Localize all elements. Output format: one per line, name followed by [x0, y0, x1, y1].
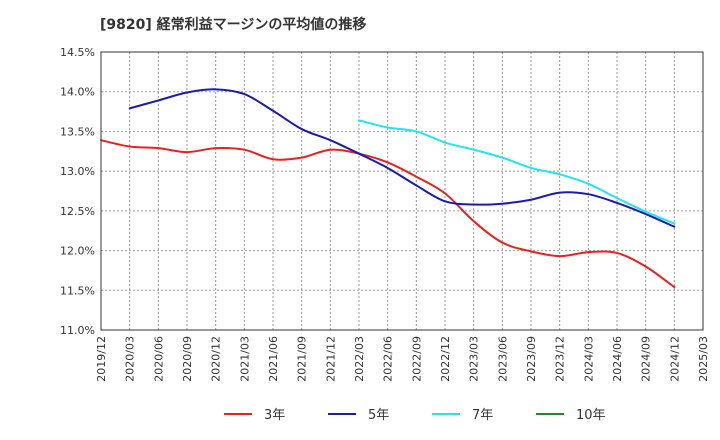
y-axis: 11.0% 11.5% 12.0% 12.5% 13.0% 13.5% 14.0% 14.5%: [60, 46, 95, 337]
y-tick-label: 11.0%: [60, 324, 95, 337]
chart-title: [9820] 経常利益マージンの平均値の推移: [100, 17, 367, 33]
x-tick-label: 2024/09: [640, 336, 653, 382]
legend-label-0: 3年: [264, 408, 285, 423]
y-tick-label: 12.0%: [60, 245, 95, 258]
y-tick-label: 12.5%: [60, 205, 95, 218]
x-tick-label: 2020/06: [152, 336, 165, 382]
series-line-0: [100, 139, 676, 289]
x-tick-label: 2025/03: [697, 336, 710, 382]
x-tick-label: 2019/12: [95, 336, 108, 382]
x-tick-label: 2024/06: [611, 336, 624, 382]
legend: 3年 5年 7年 10年: [224, 408, 606, 423]
series-line-1: [128, 88, 676, 228]
x-tick-label: 2021/06: [267, 336, 280, 382]
legend-label-3: 10年: [576, 408, 606, 423]
x-tick-label: 2022/03: [353, 336, 366, 382]
series-lines: [100, 88, 676, 289]
x-tick-label: 2023/09: [525, 336, 538, 382]
x-tick-label: 2022/06: [382, 336, 395, 382]
legend-label-1: 5年: [368, 408, 389, 423]
x-tick-label: 2021/09: [296, 336, 309, 382]
y-tick-label: 14.5%: [60, 46, 95, 59]
legend-label-2: 7年: [472, 408, 493, 423]
y-tick-label: 13.0%: [60, 165, 95, 178]
y-tick-label: 13.5%: [60, 125, 95, 138]
series-line-2: [358, 119, 676, 225]
plot-border: [100, 51, 704, 331]
y-tick-label: 11.5%: [60, 284, 95, 297]
x-tick-label: 2021/12: [324, 336, 337, 382]
x-tick-label: 2022/09: [410, 336, 423, 382]
x-tick-label: 2022/12: [439, 336, 452, 382]
x-tick-label: 2020/09: [181, 336, 194, 382]
x-tick-label: 2023/03: [468, 336, 481, 382]
x-tick-label: 2024/03: [582, 336, 595, 382]
x-tick-label: 2020/03: [124, 336, 137, 382]
x-tick-label: 2020/12: [210, 336, 223, 382]
x-tick-label: 2021/03: [238, 336, 251, 382]
y-tick-label: 14.0%: [60, 86, 95, 99]
x-tick-label: 2023/12: [554, 336, 567, 382]
x-axis: 2019/12 2020/03 2020/06 2020/09 2020/12 2021/…: [95, 336, 710, 382]
grid: [101, 52, 703, 330]
x-tick-label: 2023/06: [496, 336, 509, 382]
x-tick-label: 2024/12: [668, 336, 681, 382]
